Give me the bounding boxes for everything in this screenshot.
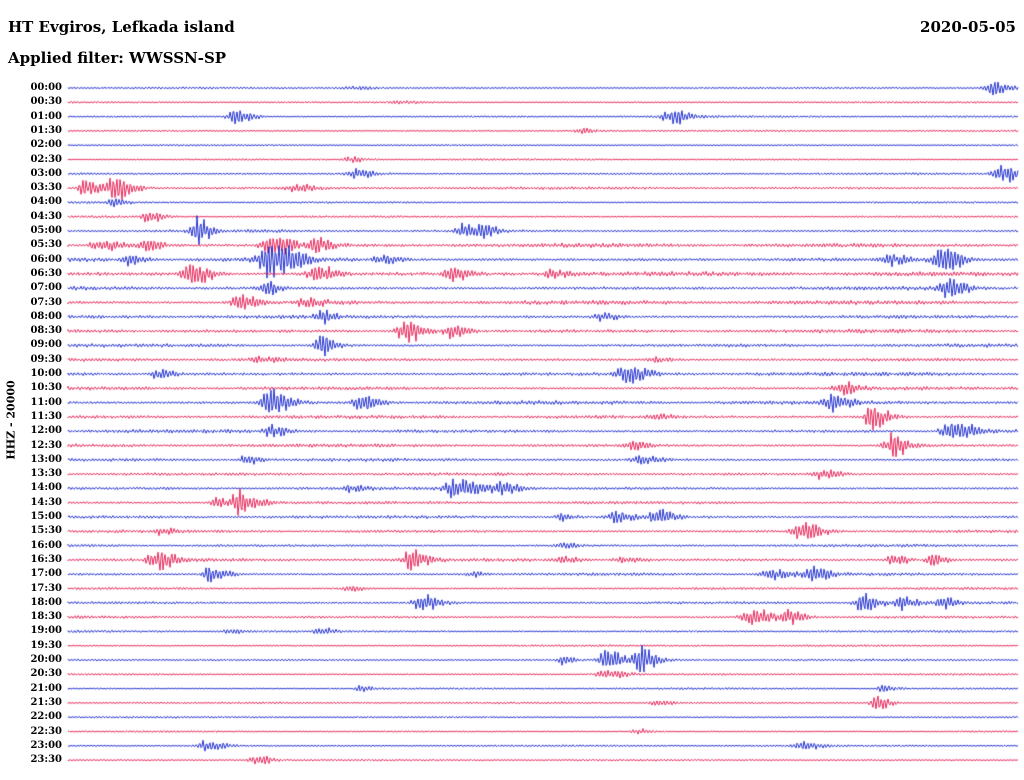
time-label: 15:30 <box>30 525 62 537</box>
time-label: 00:30 <box>30 96 62 108</box>
time-label: 10:00 <box>30 368 62 379</box>
time-label: 18:30 <box>30 611 62 623</box>
time-label: 11:30 <box>30 410 62 422</box>
filter-label: Applied filter: WWSSN-SP <box>8 49 227 67</box>
time-label: 09:30 <box>30 353 62 365</box>
time-label: 06:00 <box>30 253 62 265</box>
time-label: 19:00 <box>30 625 62 637</box>
time-label: 08:30 <box>30 325 62 337</box>
time-label: 02:30 <box>30 153 62 165</box>
time-label: 10:30 <box>30 382 62 394</box>
time-label: 16:00 <box>30 539 62 551</box>
time-label: 01:30 <box>30 124 62 136</box>
time-label: 17:00 <box>30 568 62 580</box>
time-label: 12:00 <box>30 425 62 437</box>
time-label: 02:00 <box>30 139 62 151</box>
time-label: 05:30 <box>30 239 62 251</box>
time-label: 04:00 <box>30 196 62 208</box>
time-label: 03:30 <box>30 182 62 194</box>
time-label: 01:00 <box>30 110 62 122</box>
record-date: 2020-05-05 <box>920 18 1016 36</box>
time-label: 09:00 <box>30 339 62 351</box>
time-label: 13:30 <box>30 468 62 480</box>
time-label: 23:30 <box>30 754 62 766</box>
time-label: 23:00 <box>30 739 62 751</box>
station-title: HT Evgiros, Lefkada island <box>8 18 235 36</box>
time-label: 07:30 <box>30 296 62 308</box>
time-label: 03:00 <box>30 167 62 179</box>
time-label: 14:30 <box>30 496 62 508</box>
time-label: 14:00 <box>30 482 62 494</box>
time-label: 22:30 <box>30 725 62 737</box>
time-label: 07:00 <box>30 282 62 294</box>
time-label: 19:30 <box>30 639 62 651</box>
time-label: 15:00 <box>30 511 62 522</box>
time-label: 18:00 <box>30 596 62 608</box>
time-label: 08:00 <box>30 310 62 322</box>
time-label: 17:30 <box>30 582 62 594</box>
time-label: 11:00 <box>30 396 62 408</box>
time-label: 00:00 <box>30 82 62 93</box>
time-label: 13:00 <box>30 453 62 465</box>
time-label: 06:30 <box>30 267 62 279</box>
time-label: 22:00 <box>30 711 62 723</box>
time-label: 21:00 <box>30 682 62 694</box>
time-label: 20:00 <box>30 654 62 665</box>
time-label: 21:30 <box>30 696 62 708</box>
time-label: 20:30 <box>30 668 62 680</box>
time-label: 16:30 <box>30 553 62 565</box>
time-label: 04:30 <box>30 210 62 222</box>
time-label: 05:00 <box>30 225 62 236</box>
time-label: 12:30 <box>30 439 62 451</box>
